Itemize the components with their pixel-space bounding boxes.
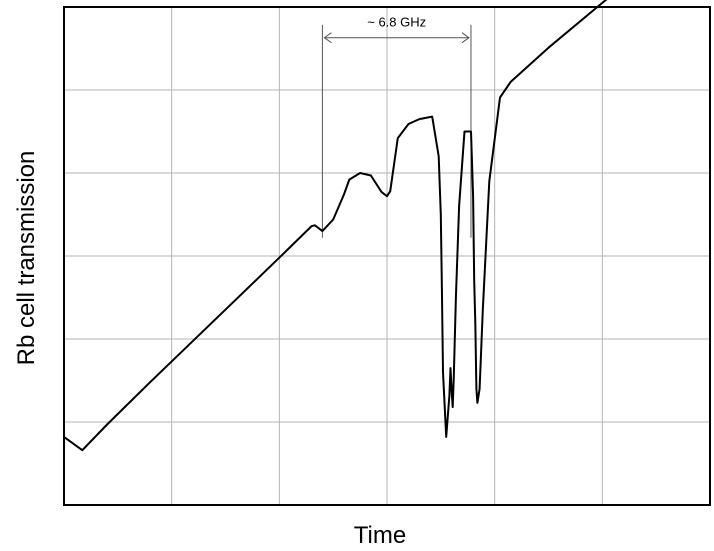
grid: [64, 7, 710, 505]
y-axis-label: Rb cell transmission: [13, 151, 40, 366]
frequency-annotation: ~ 6.8 GHz: [321, 15, 472, 238]
plot-frame: [63, 6, 711, 506]
x-axis-label: Time: [354, 522, 406, 549]
annotation-arrowhead-right: [461, 32, 470, 44]
annotation-label: ~ 6.8 GHz: [367, 15, 426, 30]
annotation-arrowhead-left: [323, 32, 332, 44]
transmission-trace: [63, 0, 608, 452]
